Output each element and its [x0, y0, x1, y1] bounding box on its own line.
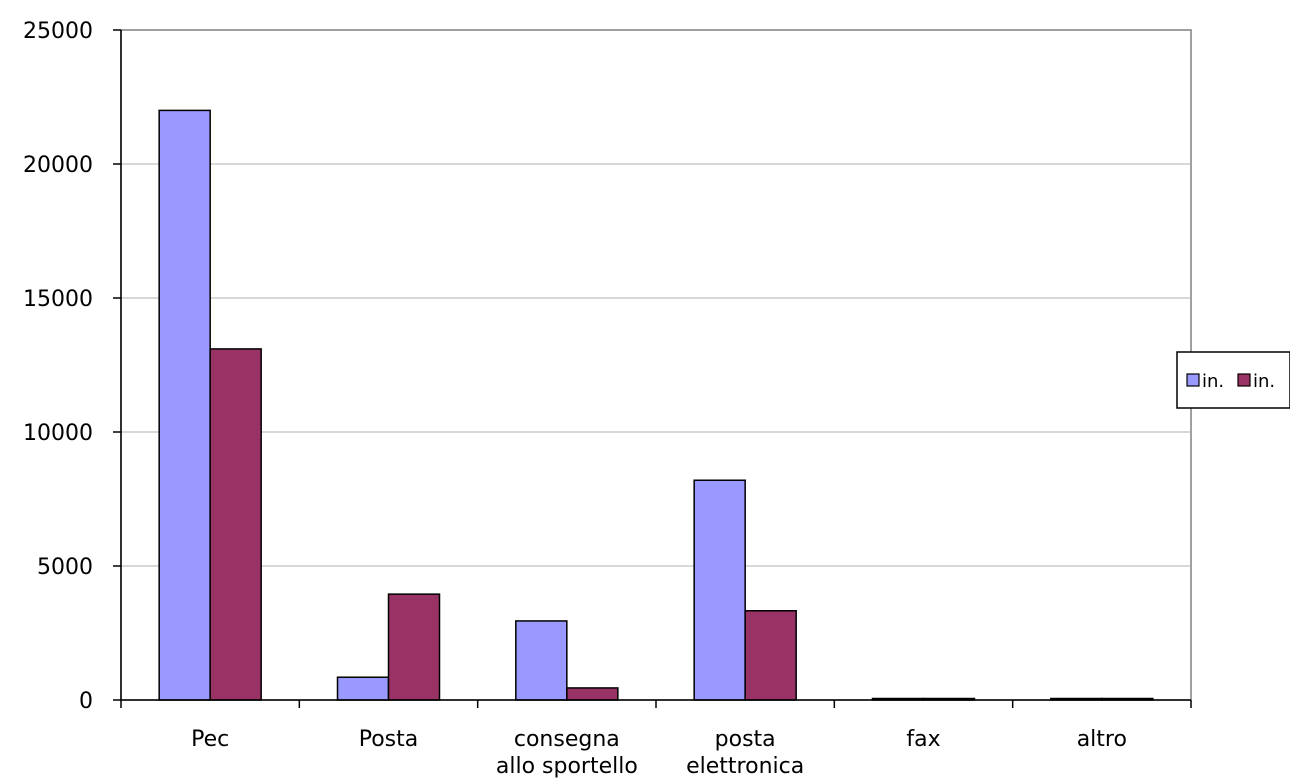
- bar-series-2: [744, 610, 797, 701]
- bar-series-1: [158, 109, 211, 701]
- bar-series-2: [566, 687, 619, 701]
- legend-swatch-series-1: [1186, 373, 1200, 387]
- gridlines: [121, 163, 1191, 567]
- x-tick-label: Pec: [191, 727, 229, 752]
- x-tick-label: posta elettronica: [686, 727, 804, 779]
- y-tick-label: 0: [79, 689, 93, 714]
- legend-label-series-1: in.: [1202, 371, 1224, 392]
- x-tick-label: fax: [906, 727, 940, 752]
- y-tick-label: 5000: [37, 555, 93, 580]
- legend-label-series-2: in.: [1253, 371, 1275, 392]
- bar-series-2: [209, 348, 262, 701]
- y-tick-label: 20000: [23, 153, 93, 178]
- bar-series-1: [515, 620, 568, 701]
- plot-area: [120, 29, 1192, 701]
- y-axis-ticks: 0 5000 10000 15000 20000 25000: [23, 19, 121, 714]
- bar-series-1: [693, 479, 746, 701]
- y-tick-label: 25000: [23, 19, 93, 44]
- legend: in. in.: [1176, 351, 1290, 409]
- y-tick-label: 10000: [23, 421, 93, 446]
- x-tick-label: Posta: [359, 727, 419, 752]
- x-tick-label: altro: [1077, 727, 1127, 752]
- bar-series-2: [387, 593, 441, 701]
- legend-swatch-series-2: [1237, 373, 1251, 387]
- y-tick-label: 15000: [23, 287, 93, 312]
- x-tick-label: consegna allo sportello: [496, 727, 638, 779]
- x-axis-ticks: Pec Posta consegna allo sportello posta elett…: [120, 700, 1192, 779]
- bar-series-1: [336, 676, 390, 701]
